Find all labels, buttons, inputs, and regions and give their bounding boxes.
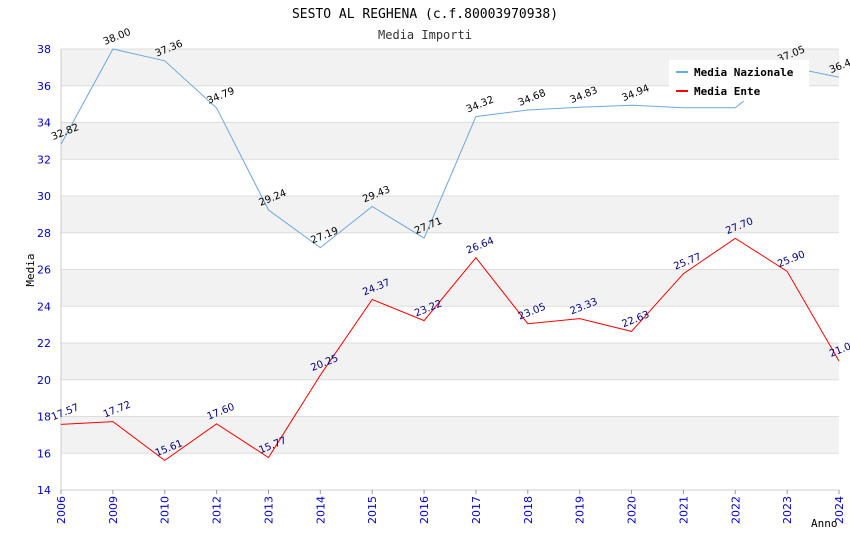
series-line: [60, 237, 840, 462]
series-line: [60, 48, 840, 249]
grid-band: [61, 416, 839, 454]
grid-band: [61, 379, 839, 417]
y-tick-label: 34: [37, 117, 51, 130]
y-tick-label: 14: [37, 484, 51, 497]
y-tick-label: 38: [37, 43, 51, 56]
y-axis-label: Media: [24, 253, 37, 286]
x-tick-label: 2016: [418, 496, 431, 524]
grid-bands: [61, 49, 839, 490]
grid-band: [61, 269, 839, 307]
y-tick-label: 22: [37, 337, 51, 350]
y-tick-label: 18: [37, 411, 51, 424]
x-tick-label: 2018: [522, 496, 535, 524]
x-tick-label: 2012: [211, 496, 224, 524]
series-lines: [60, 48, 840, 462]
y-tick-label: 16: [37, 447, 51, 460]
data-label: 38.00: [102, 27, 133, 48]
chart-title: SESTO AL REGHENA (c.f.80003970938): [292, 7, 558, 22]
y-tick-label: 30: [37, 190, 51, 203]
x-tick-label: 2010: [159, 496, 172, 524]
x-tick-label: 2013: [262, 496, 275, 524]
x-tick-label: 2017: [470, 496, 483, 524]
y-tick-label: 32: [37, 153, 51, 166]
legend-entry: Media Nazionale: [694, 66, 794, 79]
legend-box: [669, 60, 809, 101]
x-tick-label: 2023: [781, 496, 794, 524]
grid-band: [61, 343, 839, 380]
grid-band: [61, 232, 839, 270]
x-tick-label: 2014: [314, 496, 327, 524]
x-tick-label: 2022: [729, 496, 742, 524]
legend: Media Nazionale Media Ente: [669, 60, 809, 101]
grid-band: [61, 306, 839, 343]
y-tick-label: 28: [37, 227, 51, 240]
chart-subtitle: Media Importi: [378, 28, 472, 42]
x-tick-label: 2020: [626, 496, 639, 524]
x-tick-label: 2021: [677, 496, 690, 524]
x-axis-label: Anno: [811, 517, 838, 530]
y-tick-label: 20: [37, 374, 51, 387]
grid-band: [61, 196, 839, 233]
y-tick-label: 24: [37, 300, 51, 313]
x-tick-label: 2006: [55, 496, 68, 524]
x-tick-label: 2019: [574, 496, 587, 524]
x-tick-label: 2024: [833, 496, 846, 524]
grid-band: [61, 122, 839, 160]
grid-band: [61, 453, 839, 490]
y-tick-label: 36: [37, 80, 51, 93]
y-tick-label: 26: [37, 264, 51, 277]
x-tick-label: 2009: [107, 496, 120, 524]
x-tick-label: 2015: [366, 496, 379, 524]
legend-entry: Media Ente: [694, 85, 761, 98]
